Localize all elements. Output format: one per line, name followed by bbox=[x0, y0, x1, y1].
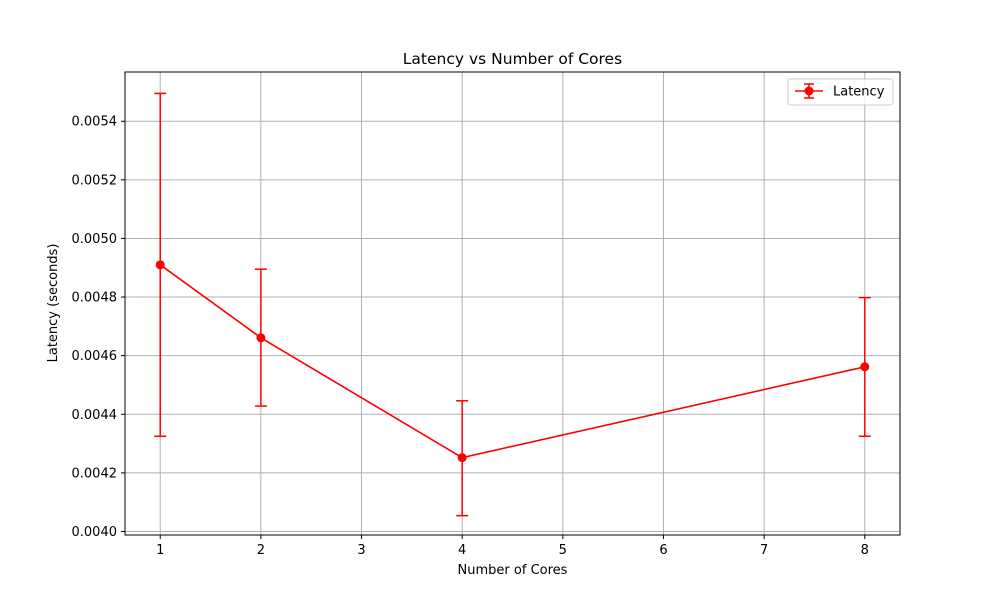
data-point bbox=[256, 333, 266, 343]
series-line bbox=[159, 264, 865, 459]
plot-area-frame bbox=[124, 71, 901, 536]
x-tick-label: 6 bbox=[659, 543, 667, 558]
y-tick-label: 0.0048 bbox=[72, 291, 118, 306]
x-tick-label: 7 bbox=[760, 543, 768, 558]
x-axis-label: Number of Cores bbox=[458, 563, 568, 578]
markers bbox=[155, 260, 870, 463]
x-tick-label: 8 bbox=[861, 543, 869, 558]
data-point bbox=[155, 260, 165, 270]
ticks: 1 2 3 4 5 6 7 8 0.0040 0.0042 0.0044 0.0046 0.0048 0.… bbox=[72, 115, 869, 558]
y-axis-label: Latency (seconds) bbox=[46, 244, 61, 363]
x-tick-label: 5 bbox=[559, 543, 567, 558]
series-line-group bbox=[159, 264, 865, 459]
y-tick-label: 0.0044 bbox=[72, 408, 118, 423]
x-tick-label: 1 bbox=[156, 543, 164, 558]
y-tick-label: 0.0042 bbox=[72, 466, 118, 481]
x-tick-label: 3 bbox=[357, 543, 365, 558]
legend-box bbox=[787, 78, 894, 106]
grid bbox=[125, 72, 900, 535]
x-tick-label: 2 bbox=[257, 543, 265, 558]
y-tick-label: 0.0052 bbox=[72, 173, 118, 188]
y-tick-label: 0.0054 bbox=[72, 115, 118, 130]
data-point bbox=[457, 453, 467, 463]
data-point bbox=[860, 362, 870, 372]
y-tick-label: 0.0046 bbox=[72, 349, 118, 364]
legend: Latency bbox=[787, 78, 894, 106]
legend-marker-swatch bbox=[804, 86, 814, 96]
y-tick-label: 0.0050 bbox=[72, 232, 118, 247]
y-tick-label: 0.0040 bbox=[72, 525, 118, 540]
chart-title: Latency vs Number of Cores bbox=[403, 50, 622, 68]
legend-label: Latency bbox=[833, 85, 885, 100]
x-tick-label: 4 bbox=[458, 543, 466, 558]
